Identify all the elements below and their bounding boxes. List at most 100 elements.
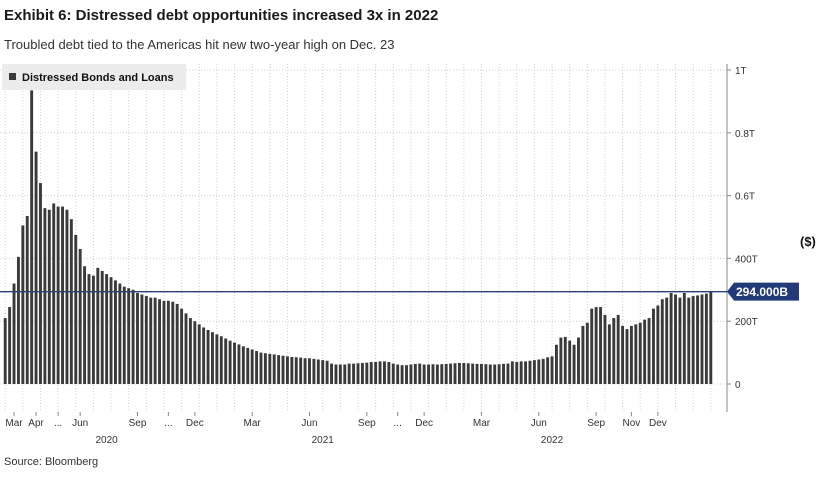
bar: [440, 364, 444, 384]
bar: [599, 307, 603, 384]
bar: [321, 360, 325, 384]
bar: [519, 361, 523, 384]
bar: [674, 294, 677, 384]
bar: [308, 358, 311, 384]
bar: [444, 363, 448, 384]
bar: [577, 337, 580, 384]
bar: [202, 327, 206, 384]
x-tick-label: Mar: [473, 418, 491, 429]
bar: [285, 356, 289, 384]
bar: [678, 297, 682, 384]
bar: [65, 209, 69, 384]
bar: [360, 362, 364, 384]
bar: [166, 300, 170, 384]
bar: [594, 307, 598, 384]
bar: [215, 334, 219, 384]
bar: [316, 359, 320, 384]
bar: [427, 364, 431, 384]
bar: [30, 90, 34, 384]
bar: [669, 292, 673, 384]
legend: Distressed Bonds and Loans: [2, 64, 186, 90]
bar: [100, 270, 104, 384]
bar: [74, 234, 78, 384]
bar: [171, 301, 175, 384]
x-tick-label: Mar: [5, 418, 23, 429]
bar: [197, 324, 201, 384]
bar: [554, 344, 558, 384]
bar: [325, 360, 329, 384]
chart-title: Exhibit 6: Distressed debt opportunities…: [4, 7, 439, 24]
x-tick-label: Jun: [531, 418, 547, 429]
bar: [162, 300, 166, 384]
bar: [497, 364, 501, 384]
bar: [259, 352, 263, 384]
bar: [294, 357, 298, 384]
y-axis-ticks: 0 200T 400T 0.6T 0.8T 1T: [727, 66, 758, 391]
bar: [153, 297, 157, 384]
bar: [281, 355, 285, 384]
y-tick-label: 200T: [735, 317, 758, 328]
bar: [484, 364, 488, 384]
x-tick-label: Jun: [301, 418, 317, 429]
bar: [356, 363, 360, 384]
bar: [493, 364, 497, 384]
bar: [391, 363, 395, 384]
legend-swatch: [9, 73, 16, 80]
bar: [228, 340, 232, 384]
bar: [131, 289, 135, 384]
y-axis-unit-label: ($): [800, 234, 816, 249]
bar: [616, 314, 620, 384]
bar: [422, 364, 426, 384]
bar: [396, 364, 400, 384]
bar: [466, 363, 470, 384]
x-tick-label: ...: [164, 418, 172, 429]
bar: [290, 356, 294, 384]
bar: [330, 363, 333, 384]
bar: [83, 266, 87, 384]
bar: [39, 183, 42, 384]
y-tick-label: 1T: [735, 66, 747, 77]
bar: [87, 274, 91, 384]
bar: [559, 337, 563, 384]
bar: [338, 364, 342, 384]
bar: [413, 363, 417, 384]
bar: [488, 364, 492, 384]
bar: [52, 203, 56, 384]
bar: [136, 292, 139, 384]
bar: [660, 299, 664, 384]
bar: [25, 216, 29, 384]
bar: [405, 365, 408, 384]
legend-label: Distressed Bonds and Loans: [22, 72, 174, 84]
bar: [607, 324, 611, 384]
reference-line-group: 294.000B: [0, 282, 799, 301]
bar: [682, 292, 686, 384]
bar: [621, 325, 625, 384]
bar: [241, 346, 245, 384]
bar: [268, 353, 272, 384]
bar: [409, 364, 413, 384]
bar: [475, 363, 479, 384]
bar: [625, 329, 629, 384]
x-tick-label: Mar: [244, 418, 262, 429]
bar: [568, 340, 572, 384]
bar: [612, 318, 616, 384]
y-tick-label: 400T: [735, 254, 758, 265]
bar: [193, 321, 197, 384]
bar: [250, 349, 254, 384]
bar: [180, 308, 184, 384]
bar: [277, 355, 281, 384]
bar: [61, 206, 64, 384]
year-labels: 2020 2021 2022: [96, 435, 564, 446]
bar: [581, 325, 585, 384]
bar: [43, 208, 47, 384]
bar: [449, 363, 453, 384]
bar: [149, 297, 153, 384]
bar: [378, 361, 382, 384]
bar: [528, 360, 532, 384]
bar: [272, 354, 276, 384]
bar: [652, 308, 655, 384]
bar: [541, 358, 545, 384]
bar: [69, 219, 73, 384]
bar: [334, 364, 338, 384]
